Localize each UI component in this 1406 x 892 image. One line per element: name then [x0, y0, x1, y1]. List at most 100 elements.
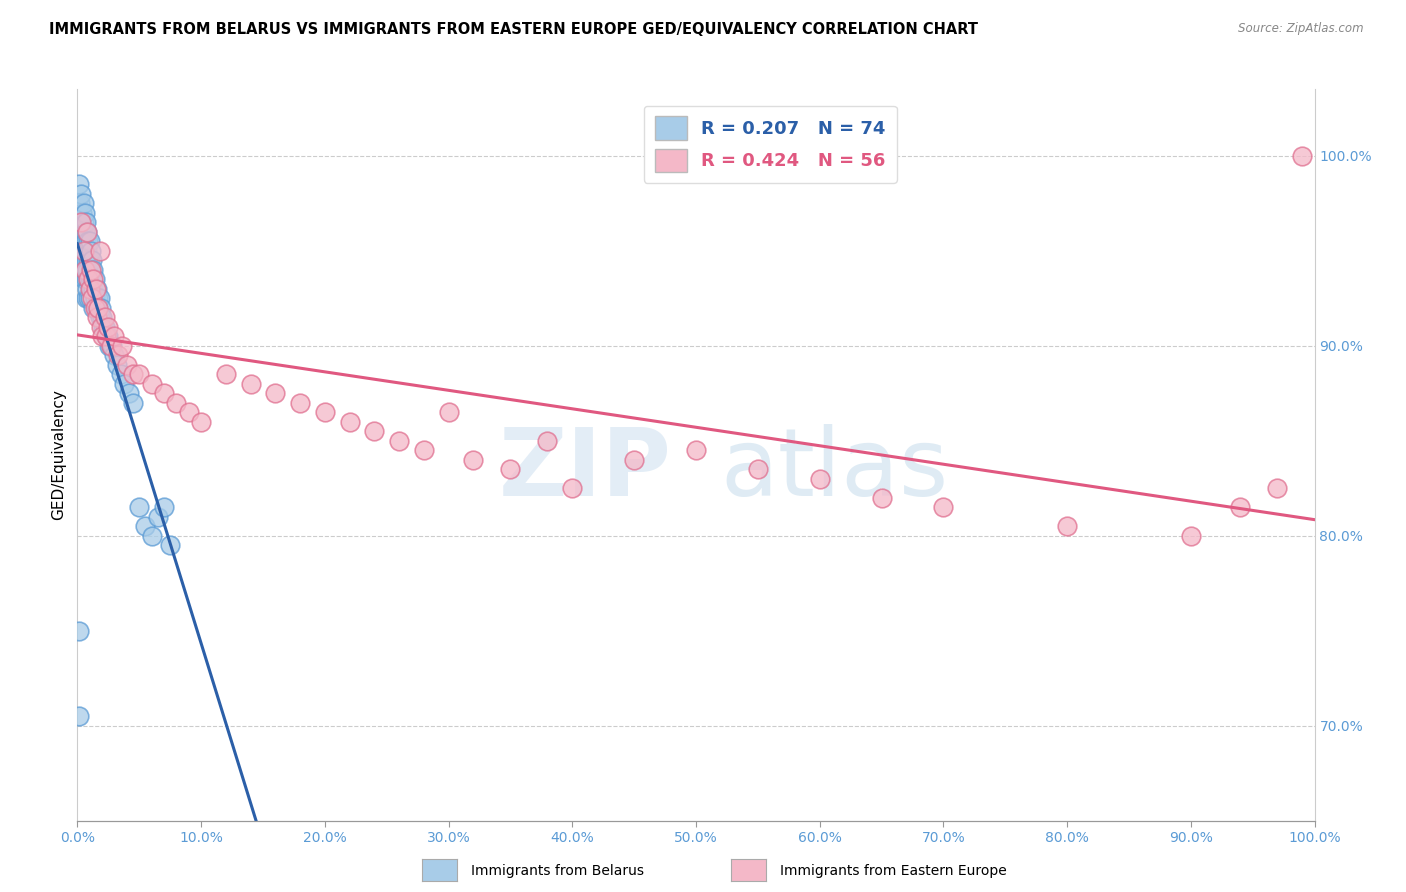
- Point: [75, 215, 97, 229]
- Point: [134, 519, 156, 533]
- Point: [388, 434, 411, 448]
- Point: [561, 481, 583, 495]
- Point: [239, 376, 262, 391]
- Point: [70, 215, 93, 229]
- Point: [112, 376, 135, 391]
- Point: [77, 272, 100, 286]
- Point: [77, 272, 100, 286]
- Point: [264, 386, 287, 401]
- Point: [73, 262, 96, 277]
- Point: [107, 348, 129, 362]
- Point: [96, 329, 118, 343]
- Point: [141, 376, 163, 391]
- Point: [128, 367, 150, 381]
- Point: [89, 244, 111, 258]
- Point: [90, 319, 112, 334]
- Point: [110, 367, 132, 381]
- Point: [72, 234, 94, 248]
- Point: [79, 282, 101, 296]
- Point: [437, 405, 460, 419]
- Point: [69, 196, 91, 211]
- Point: [288, 395, 311, 409]
- Point: [79, 291, 101, 305]
- Point: [86, 310, 108, 325]
- Point: [91, 310, 114, 325]
- Point: [82, 282, 104, 296]
- Point: [97, 329, 120, 343]
- Point: [84, 282, 107, 296]
- Point: [499, 462, 522, 476]
- Point: [72, 205, 94, 219]
- Point: [77, 291, 100, 305]
- Point: [67, 709, 90, 723]
- Point: [314, 405, 336, 419]
- Point: [87, 301, 110, 315]
- Y-axis label: GED/Equivalency: GED/Equivalency: [51, 390, 66, 520]
- Point: [190, 415, 212, 429]
- Point: [73, 262, 96, 277]
- Point: [72, 253, 94, 268]
- Point: [165, 395, 187, 409]
- Point: [76, 282, 98, 296]
- Point: [73, 205, 96, 219]
- Point: [98, 339, 121, 353]
- Point: [72, 196, 94, 211]
- Point: [463, 452, 485, 467]
- Point: [77, 234, 100, 248]
- Point: [79, 253, 101, 268]
- Point: [1267, 481, 1289, 495]
- Point: [82, 262, 104, 277]
- Point: [111, 339, 134, 353]
- Point: [75, 234, 97, 248]
- Point: [747, 462, 769, 476]
- Point: [94, 329, 117, 343]
- Point: [122, 395, 145, 409]
- Text: Immigrants from Belarus: Immigrants from Belarus: [471, 863, 644, 878]
- Point: [84, 282, 107, 296]
- Point: [100, 339, 122, 353]
- Point: [83, 301, 105, 315]
- Point: [82, 301, 104, 315]
- Point: [100, 339, 122, 353]
- Point: [91, 329, 114, 343]
- Point: [70, 215, 93, 229]
- Text: Immigrants from Eastern Europe: Immigrants from Eastern Europe: [780, 863, 1007, 878]
- Point: [75, 272, 97, 286]
- Point: [146, 509, 169, 524]
- Point: [89, 310, 111, 325]
- Point: [339, 415, 361, 429]
- Text: Source: ZipAtlas.com: Source: ZipAtlas.com: [1239, 22, 1364, 36]
- Point: [76, 225, 98, 239]
- Point: [83, 272, 105, 286]
- Point: [870, 491, 893, 505]
- Point: [80, 262, 103, 277]
- Point: [79, 272, 101, 286]
- Point: [86, 282, 108, 296]
- Point: [118, 386, 141, 401]
- Point: [80, 262, 103, 277]
- Point: [932, 500, 955, 515]
- Point: [79, 234, 101, 248]
- Point: [75, 291, 97, 305]
- Point: [73, 244, 96, 258]
- Text: atlas: atlas: [721, 424, 949, 516]
- Point: [215, 367, 238, 381]
- Point: [84, 301, 107, 315]
- Point: [105, 358, 128, 372]
- Text: IMMIGRANTS FROM BELARUS VS IMMIGRANTS FROM EASTERN EUROPE GED/EQUIVALENCY CORREL: IMMIGRANTS FROM BELARUS VS IMMIGRANTS FR…: [49, 22, 979, 37]
- Point: [1180, 529, 1202, 543]
- Point: [82, 253, 104, 268]
- Point: [685, 443, 707, 458]
- Point: [101, 339, 124, 353]
- Point: [93, 319, 115, 334]
- Point: [93, 310, 115, 325]
- Point: [67, 177, 90, 191]
- Point: [75, 253, 97, 268]
- Point: [363, 424, 385, 438]
- Point: [115, 358, 138, 372]
- Point: [67, 624, 90, 638]
- Point: [77, 253, 100, 268]
- Point: [177, 405, 200, 419]
- Point: [103, 348, 125, 362]
- Point: [76, 262, 98, 277]
